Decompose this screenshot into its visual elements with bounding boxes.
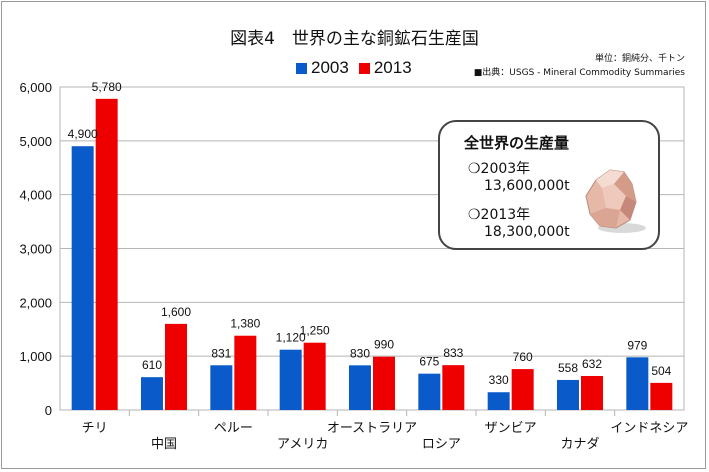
callout-value-2003: 13,600,000t — [484, 178, 570, 194]
legend-item-2013: 2013 — [358, 58, 412, 78]
x-tick-label: オーストラリア — [327, 421, 417, 436]
x-tick-label: 中国 — [151, 437, 177, 452]
legend-swatch-2003 — [296, 62, 307, 74]
bar-2013 — [650, 382, 673, 410]
y-tick-label: 6,000 — [19, 80, 52, 95]
y-axis: 0 1,000 2,000 3,000 4,000 5,000 6,000 — [19, 80, 52, 418]
data-label-2003: 558 — [558, 361, 578, 375]
data-label-2013: 990 — [374, 338, 394, 352]
bar-2013 — [581, 375, 603, 410]
y-tick-label: 1,000 — [19, 349, 52, 364]
data-label-2013: 5,780 — [92, 80, 122, 94]
unit-note: 単位：銅純分、千トン — [594, 54, 685, 64]
y-tick-label: 5,000 — [19, 134, 52, 149]
copper-ore-rock-icon — [585, 169, 646, 233]
legend-swatch-2013 — [358, 62, 370, 74]
y-tick-label: 2,000 — [19, 295, 52, 310]
bar-2013 — [165, 323, 187, 410]
callout-year-2013: ❍2013年 — [468, 207, 531, 223]
source-note: ■出典：USGS - Mineral Commodity Summaries — [473, 68, 685, 78]
data-label-2013: 504 — [651, 364, 671, 378]
callout-title: 全世界の生産量 — [464, 134, 570, 152]
bar-2003 — [626, 357, 649, 410]
bar-2013 — [511, 369, 534, 410]
legend-item-2003: 2003 — [296, 58, 349, 78]
data-label-2013: 1,600 — [161, 305, 191, 319]
data-label-2003: 4,900 — [68, 127, 98, 141]
bar-2013 — [95, 98, 118, 411]
bar-2013 — [442, 365, 465, 410]
data-label-2003: 1,120 — [276, 331, 306, 345]
legend: 2003 2013 — [296, 58, 422, 78]
legend-label-2013: 2013 — [373, 58, 412, 77]
bar-2013 — [303, 342, 326, 410]
world-production-callout: 全世界の生産量 ❍2003年 13,600,000t ❍2013年 18,300… — [438, 120, 660, 250]
bar-2013 — [234, 335, 257, 410]
x-tick-label: ザンビア — [485, 421, 537, 436]
data-label-2013: 1,250 — [300, 324, 330, 338]
bar-2003 — [557, 379, 579, 410]
x-tick-label: アメリカ — [277, 437, 328, 452]
gridlines — [59, 86, 685, 416]
data-label-2003: 979 — [627, 338, 647, 352]
bars — [71, 98, 673, 411]
data-label-2013: 833 — [443, 346, 463, 360]
bar-2003 — [349, 365, 371, 410]
bar-2013 — [373, 356, 395, 410]
bar-2003 — [141, 377, 163, 410]
bar-2003 — [279, 349, 302, 410]
data-label-2003: 830 — [350, 346, 370, 360]
chart-title: 図表4 世界の主な銅鉱石生産国 — [230, 29, 479, 49]
callout-year-2003: ❍2003年 — [468, 161, 531, 177]
data-label-2003: 675 — [419, 355, 439, 369]
y-tick-label: 0 — [45, 403, 52, 418]
bar-2003 — [210, 365, 233, 410]
bar-2003 — [487, 392, 510, 410]
y-tick-label: 4,000 — [19, 188, 52, 203]
x-tick-label: インドネシア — [610, 421, 688, 436]
data-label-2003: 831 — [211, 346, 231, 360]
x-tick-label: ロシア — [422, 437, 461, 452]
data-label-2003: 330 — [489, 373, 509, 387]
y-tick-label: 3,000 — [19, 242, 52, 257]
data-label-2003: 610 — [142, 358, 162, 372]
x-tick-label: チリ — [82, 421, 108, 436]
data-label-2013: 632 — [582, 357, 602, 371]
data-label-2013: 760 — [513, 350, 533, 364]
x-tick-label: カナダ — [560, 437, 599, 452]
x-tick-label: ペルー — [214, 421, 253, 436]
callout-value-2013: 18,300,000t — [484, 224, 570, 240]
bar-2003 — [418, 373, 441, 410]
bar-2003 — [71, 146, 94, 410]
data-label-2013: 1,380 — [230, 317, 260, 331]
legend-label-2003: 2003 — [311, 58, 349, 77]
